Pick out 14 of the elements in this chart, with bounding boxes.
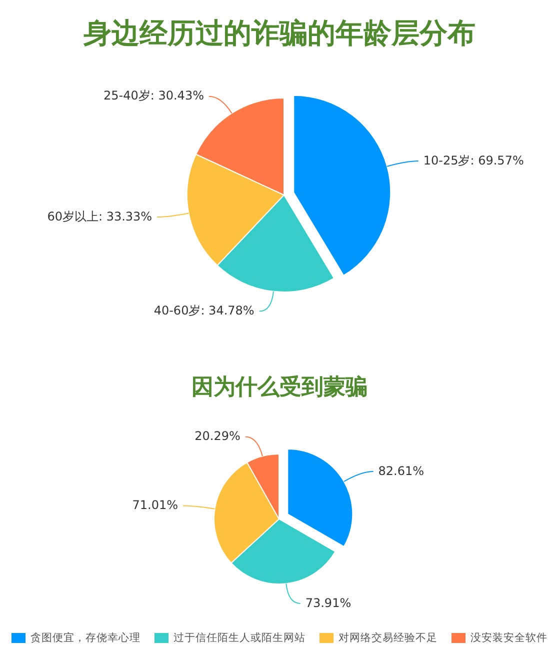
slice-label: 40-60岁: 34.78%	[154, 304, 254, 318]
data-label: 82.61%	[378, 464, 424, 478]
legend-label: 没安装安全软件	[470, 630, 548, 644]
chart-title: 因为什么受到蒙骗	[192, 374, 368, 400]
data-label: 20.29%	[194, 429, 240, 444]
legend-label: 贪图便宜，存侥幸心理	[30, 630, 140, 644]
data-label: 71.01%	[132, 498, 178, 512]
legend-label: 过于信任陌生人或陌生网站	[174, 630, 306, 644]
slice-label: 25-40岁: 30.43%	[104, 88, 204, 103]
data-label: 73.91%	[305, 596, 352, 610]
legend-label: 对网络交易经验不足	[338, 630, 438, 644]
slice-label: 60岁以上: 33.33%	[47, 209, 152, 224]
slice-label: 10-25岁: 69.57%	[423, 153, 524, 168]
chart-title: 身边经历过的诈骗的年龄层分布	[82, 17, 476, 50]
